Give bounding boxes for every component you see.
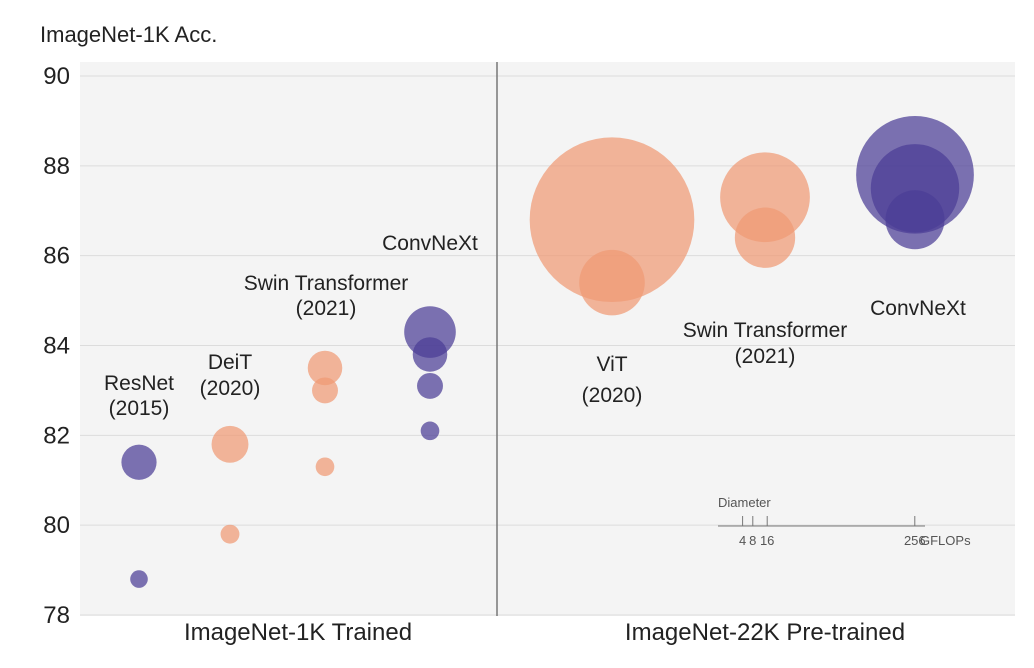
legend-tick-label-256: 256: [904, 533, 926, 548]
label-swin-1k: Swin Transformer: [244, 272, 409, 295]
label-vit: ViT: [596, 353, 627, 376]
label-resnet: ResNet: [104, 372, 174, 395]
label-deit-year: (2020): [200, 377, 261, 400]
legend-tick-label-4: 4: [739, 533, 746, 548]
plot-background: [80, 62, 1015, 616]
panel-label-imagenet-22k: ImageNet-22K Pre-trained: [625, 619, 905, 646]
bubble-convnext-6-2: [885, 190, 945, 250]
bubble-swin-transformer-5-1: [734, 207, 796, 268]
y-axis-title: ImageNet-1K Acc.: [40, 22, 217, 47]
bubbles: [121, 115, 974, 588]
label-vit-year: (2020): [582, 384, 643, 407]
label-swin-1k-year: (2021): [296, 297, 357, 320]
bubble-deit-1-1: [220, 524, 240, 544]
bubble-swin-transformer-2-0: [307, 350, 343, 386]
legend-unit: GFLOPs: [920, 533, 971, 548]
label-resnet-year: (2015): [109, 397, 170, 420]
bubble-deit-1-0: [211, 425, 249, 463]
legend-ticks: 4 8 16 256: [739, 516, 926, 548]
legend-tick-label-16: 16: [760, 533, 774, 548]
y-tick-84: 84: [43, 333, 70, 360]
bubble-resnet-0-1: [130, 570, 148, 588]
y-tick-labels: 78 80 82 84 86 88 90: [43, 63, 70, 629]
bubble-swin-transformer-2-1: [312, 377, 338, 404]
bubble-swin-transformer-2-2: [315, 457, 335, 477]
diameter-legend: Diameter 4 8 16 256 GFLOPs: [718, 495, 971, 548]
legend-title: Diameter: [718, 495, 771, 510]
panel-label-imagenet-1k: ImageNet-1K Trained: [184, 619, 412, 646]
bubble-vit-4-0: [529, 137, 695, 303]
y-tick-90: 90: [43, 63, 70, 90]
y-tick-78: 78: [43, 602, 70, 629]
legend-tick-label-8: 8: [749, 533, 756, 548]
bubble-resnet-0-0: [121, 444, 157, 480]
label-swin-22k-year: (2021): [735, 345, 796, 368]
label-convnext-1k: ConvNeXt: [382, 232, 478, 255]
bubble-convnext-3-2: [417, 372, 443, 399]
y-tick-80: 80: [43, 512, 70, 539]
bubble-convnext-3-1: [412, 337, 448, 372]
bubble-vit-4-1: [579, 249, 645, 316]
label-deit: DeiT: [208, 351, 253, 374]
label-convnext-22k: ConvNeXt: [870, 297, 966, 320]
y-tick-86: 86: [43, 243, 70, 270]
y-tick-88: 88: [43, 153, 70, 180]
bubble-convnext-3-3: [420, 421, 440, 441]
label-swin-22k: Swin Transformer: [683, 319, 848, 342]
y-tick-82: 82: [43, 422, 70, 449]
